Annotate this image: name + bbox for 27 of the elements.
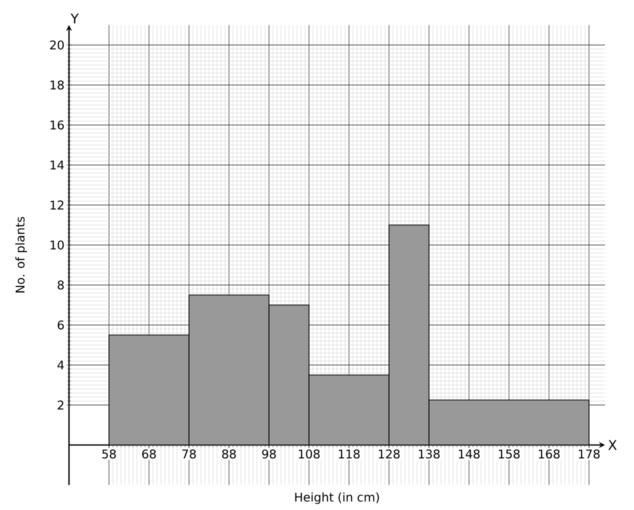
- x-tick-label: 138: [418, 449, 440, 459]
- y-tick-label: 6: [58, 320, 64, 330]
- x-tick-label: 168: [538, 449, 560, 459]
- y-tick-label: 18: [50, 80, 64, 90]
- x-tick-label: 68: [142, 449, 156, 459]
- y-tick-label: 4: [58, 360, 64, 370]
- y-tick-label: 8: [58, 280, 64, 290]
- x-tick-label: 58: [102, 449, 116, 459]
- x-tick-label: 108: [298, 449, 320, 459]
- y-tick-label: 2: [58, 400, 64, 410]
- y-tick-label: 20: [50, 40, 64, 50]
- x-tick-label: 98: [262, 449, 276, 459]
- x-tick-label: 128: [378, 449, 400, 459]
- x-tick-label: 158: [498, 449, 520, 459]
- x-tick-label: 148: [458, 449, 480, 459]
- x-tick-label: 118: [338, 449, 360, 459]
- text: Y: [70, 14, 79, 24]
- x-tick-label: 78: [182, 449, 196, 459]
- y-tick-label: 16: [50, 120, 64, 130]
- y-tick-label: 10: [50, 240, 64, 250]
- x-tick-label: 178: [578, 449, 600, 459]
- x-axis-title: Height (in cm): [295, 492, 379, 504]
- x-tick-label: 88: [222, 449, 236, 459]
- y-tick-label: 14: [50, 160, 64, 170]
- y-axis-title: No. of plants: [15, 216, 27, 292]
- y-tick-label: 12: [50, 200, 64, 210]
- text: X: [608, 440, 617, 450]
